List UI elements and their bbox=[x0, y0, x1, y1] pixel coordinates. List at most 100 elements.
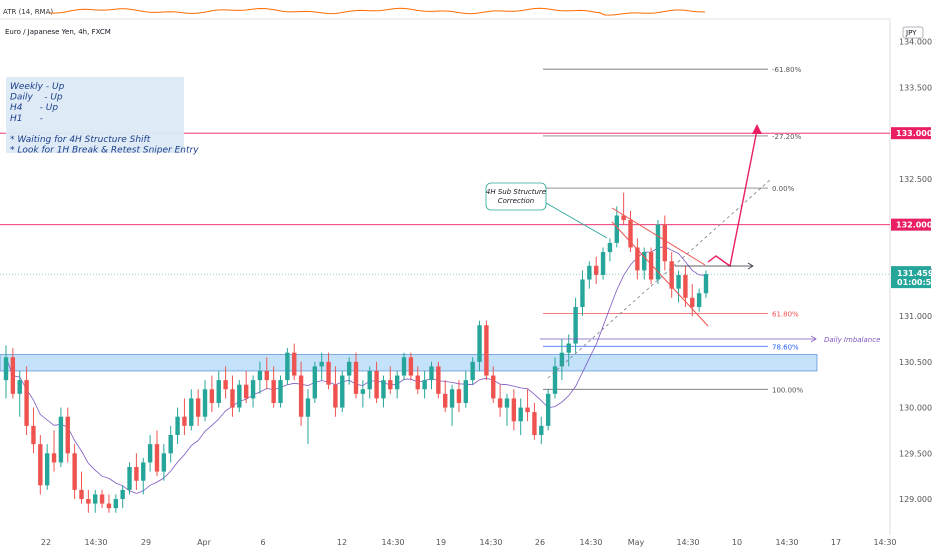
candle-body bbox=[655, 224, 661, 280]
price-level-label: 133.000 bbox=[896, 129, 932, 138]
x-axis[interactable]: 22 14:30 29 Apr 6 12 14:30 19 14:30 26 14:30 May 14:… bbox=[41, 538, 897, 547]
imbalance-label: Daily Imbalance bbox=[824, 336, 880, 344]
daily-imbalance: Daily Imbalance bbox=[540, 335, 880, 344]
candle-body bbox=[285, 352, 290, 381]
candle-body bbox=[703, 274, 709, 294]
candle-body bbox=[278, 380, 283, 403]
candle-body bbox=[525, 407, 530, 413]
y-tick-label: 132.500 bbox=[899, 175, 932, 184]
channel-lower-line bbox=[611, 221, 709, 327]
countdown-label: 01:00:58 bbox=[897, 278, 932, 287]
candle-body bbox=[237, 384, 242, 408]
candle-body bbox=[600, 252, 606, 275]
candle-body bbox=[566, 343, 571, 353]
candle-body bbox=[250, 380, 256, 399]
candle-body bbox=[532, 412, 537, 436]
candle-body bbox=[127, 467, 132, 490]
breakout-arrow-head bbox=[747, 262, 754, 270]
fib-level-label: -61.80% bbox=[772, 66, 802, 74]
current-price-tag bbox=[891, 266, 931, 289]
candle-body bbox=[696, 293, 702, 307]
candle-body bbox=[401, 357, 407, 376]
chart-title: Euro / Japanese Yen, 4h, FXCM bbox=[5, 28, 111, 36]
candle-body bbox=[312, 366, 318, 399]
demand-zone[interactable] bbox=[0, 354, 818, 372]
candle-body bbox=[209, 389, 215, 403]
candle-body bbox=[141, 462, 146, 481]
candle-body bbox=[79, 489, 84, 500]
currency-badge-text: JPY bbox=[905, 29, 917, 37]
x-tick-label: 22 bbox=[41, 538, 51, 547]
candle-body bbox=[44, 453, 50, 486]
candle-body bbox=[360, 389, 366, 394]
trend-dashed-line bbox=[547, 179, 771, 379]
fib-level-label: 61.80% bbox=[772, 310, 799, 318]
candle-body bbox=[662, 224, 668, 262]
projection-path bbox=[707, 129, 758, 268]
candle-body bbox=[621, 215, 626, 221]
structure-callout[interactable]: 4H Sub Structure Correction bbox=[485, 182, 608, 239]
candle-body bbox=[168, 435, 173, 454]
note-line: H1 - bbox=[10, 114, 43, 124]
callout-line2: Correction bbox=[498, 197, 535, 205]
x-tick-label: 14:30 bbox=[873, 538, 896, 547]
price-level-tag bbox=[891, 127, 931, 140]
x-tick-label: 19 bbox=[436, 538, 446, 547]
candle-body bbox=[518, 407, 523, 422]
candle-body bbox=[394, 375, 400, 390]
currency-badge[interactable]: JPY bbox=[902, 26, 924, 39]
candle-body bbox=[367, 370, 372, 390]
candle-body bbox=[340, 375, 345, 408]
atr-label: ATR (14, RMA) bbox=[3, 8, 53, 16]
x-tick-label: 14:30 bbox=[381, 538, 404, 547]
candle-body bbox=[305, 398, 311, 417]
candle-body bbox=[99, 494, 105, 504]
candle-body bbox=[669, 261, 674, 289]
candle-body bbox=[202, 389, 208, 417]
candle-body bbox=[607, 242, 613, 253]
note-line: Weekly - Up bbox=[10, 82, 65, 92]
candle-body bbox=[223, 380, 228, 390]
candle-body bbox=[189, 398, 194, 426]
candle-body bbox=[422, 380, 427, 390]
candle-body bbox=[593, 265, 599, 275]
candle-body bbox=[648, 252, 654, 280]
candle-body bbox=[195, 398, 201, 417]
x-tick-label: 26 bbox=[535, 538, 545, 547]
candle-body bbox=[449, 389, 455, 408]
fib-level-label: 0.00% bbox=[772, 185, 795, 193]
price-level-label: 132.000 bbox=[896, 221, 932, 230]
candle-body bbox=[573, 306, 578, 344]
fib-level-label: 100.00% bbox=[772, 386, 803, 394]
candle-body bbox=[333, 384, 338, 408]
candle-body bbox=[93, 494, 98, 504]
candle-body bbox=[24, 380, 29, 426]
candle-body bbox=[614, 215, 619, 243]
fib-levels: -61.80% -27.20% 0.00% 61.80% 78.60% 100.00% bbox=[543, 66, 803, 394]
candle-body bbox=[257, 370, 263, 381]
x-tick-label: Apr bbox=[197, 538, 212, 547]
current-price-label: 131.459 bbox=[897, 269, 932, 278]
x-tick-label: 14:30 bbox=[676, 538, 699, 547]
candle-body bbox=[120, 489, 125, 500]
candle-body bbox=[319, 361, 324, 367]
candle-body bbox=[539, 425, 544, 436]
candle-body bbox=[10, 357, 16, 394]
candle-body bbox=[182, 416, 187, 426]
candle-body bbox=[51, 453, 57, 463]
x-tick-label: 12 bbox=[337, 538, 347, 547]
y-tick-label: 129.500 bbox=[899, 449, 932, 458]
candle-body bbox=[374, 370, 379, 399]
candle-body bbox=[58, 416, 64, 463]
x-tick-label: 14:30 bbox=[579, 538, 602, 547]
y-tick-label: 133.500 bbox=[899, 83, 932, 92]
candle-body bbox=[408, 357, 414, 376]
candle-body bbox=[298, 375, 304, 417]
atr-line bbox=[49, 7, 705, 16]
candle-body bbox=[635, 247, 640, 271]
y-tick-label: 130.500 bbox=[899, 358, 932, 367]
candle-body bbox=[628, 220, 633, 248]
x-tick-label: 6 bbox=[260, 538, 265, 547]
